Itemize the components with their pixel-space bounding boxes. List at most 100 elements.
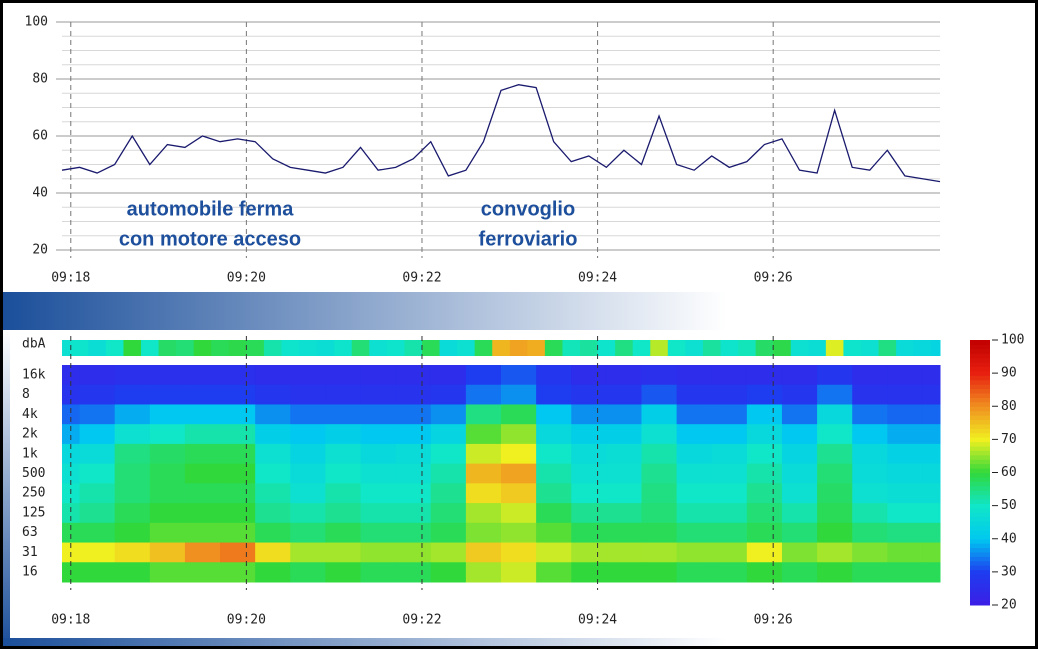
heat-cell <box>465 463 502 484</box>
heat-cell <box>290 463 326 484</box>
x-tick-label: 09:20 <box>227 271 266 286</box>
heat-cell <box>149 503 186 524</box>
heat-cell <box>852 562 888 583</box>
colorbar-cell <box>970 388 990 394</box>
colorbar-cell <box>970 503 990 509</box>
heat-cell <box>676 562 713 583</box>
x-tick-label: 09:26 <box>754 271 793 286</box>
heat-cell <box>184 443 221 465</box>
heat-cell <box>641 443 678 465</box>
heat-cell <box>536 503 572 524</box>
heat-cell <box>922 503 941 524</box>
heat-cell <box>220 562 256 583</box>
heat-cell <box>606 522 642 544</box>
colorbar-cell <box>970 428 990 434</box>
heat-cell <box>641 365 678 386</box>
heat-cell <box>360 424 397 445</box>
heat-cell <box>571 443 607 465</box>
y-tick-label: 60 <box>32 129 48 144</box>
band-label: 500 <box>22 466 45 481</box>
heat-cell <box>641 483 678 504</box>
heat-cell <box>887 365 923 386</box>
heat-cell <box>114 424 151 445</box>
heat-cell <box>220 503 256 524</box>
heat-cell <box>817 443 853 465</box>
colorbar-cell <box>970 450 990 456</box>
heat-cell <box>746 384 783 405</box>
heat-cell <box>184 365 221 386</box>
heat-cell <box>465 562 502 583</box>
strip-cell <box>860 340 880 356</box>
heat-cell <box>430 542 467 563</box>
x-tick-label: 09:18 <box>51 613 90 628</box>
colorbar-cell <box>970 543 990 549</box>
heat-cell <box>255 443 291 465</box>
heat-cell <box>395 384 432 405</box>
heat-cell <box>571 503 607 524</box>
colorbar-cell <box>970 591 990 597</box>
colorbar-cell <box>970 423 990 429</box>
heat-cell <box>325 503 362 524</box>
heat-cell <box>79 404 116 425</box>
strip-cell <box>913 340 932 356</box>
colorbar-cell <box>970 370 990 376</box>
heat-cell <box>465 503 502 524</box>
heat-cell <box>255 404 291 425</box>
colorbar-cell <box>970 401 990 407</box>
strip-cell <box>228 340 247 356</box>
heat-cell <box>255 424 291 445</box>
strip-cell <box>720 340 739 356</box>
heat-cell <box>606 443 642 465</box>
heat-cell <box>114 522 151 544</box>
heat-cell <box>395 443 432 465</box>
heat-cell <box>430 384 467 405</box>
heat-cell <box>501 522 537 544</box>
heat-cell <box>325 443 362 465</box>
heat-cell <box>606 463 642 484</box>
strip-cell <box>334 340 353 356</box>
heat-cell <box>255 542 291 563</box>
strip-cell <box>88 340 107 356</box>
strip-cell <box>263 340 282 356</box>
heat-cell <box>255 483 291 504</box>
heat-cell <box>290 503 326 524</box>
x-tick-label: 09:24 <box>578 613 617 628</box>
heat-cell <box>676 542 713 563</box>
heat-cell <box>220 483 256 504</box>
heat-cell <box>746 424 783 445</box>
band-label: 1k <box>22 446 38 461</box>
colorbar-cell <box>970 357 990 363</box>
strip-cell <box>246 340 265 356</box>
heat-cell <box>711 365 748 386</box>
heat-cell <box>79 443 116 465</box>
colorbar-cell <box>970 362 990 367</box>
heat-cell <box>465 443 502 465</box>
colorbar-cell <box>970 565 990 571</box>
heat-cell <box>676 365 713 386</box>
heat-cell <box>465 424 502 445</box>
heat-cell <box>887 384 923 405</box>
heat-cell <box>711 384 748 405</box>
heat-cell <box>395 404 432 425</box>
colorbar-cell <box>970 353 990 359</box>
band-label: 2k <box>22 427 38 442</box>
heat-cell <box>852 404 888 425</box>
heat-cell <box>79 542 116 563</box>
heat-cell <box>501 443 537 465</box>
heat-cell <box>852 463 888 484</box>
heat-cell <box>571 365 607 386</box>
colorbar-cell <box>970 485 990 491</box>
heat-cell <box>922 463 941 484</box>
colorbar-label: 20 <box>1001 598 1017 613</box>
heat-cell <box>184 522 221 544</box>
x-tick-label: 09:24 <box>578 271 617 286</box>
colorbar-cell <box>970 534 990 540</box>
heat-cell <box>571 483 607 504</box>
strip-cell <box>527 340 546 356</box>
heat-cell <box>887 542 923 563</box>
heat-cell <box>220 542 256 563</box>
heat-cell <box>79 424 116 445</box>
heat-cell <box>641 424 678 445</box>
strip-cell <box>544 340 563 356</box>
